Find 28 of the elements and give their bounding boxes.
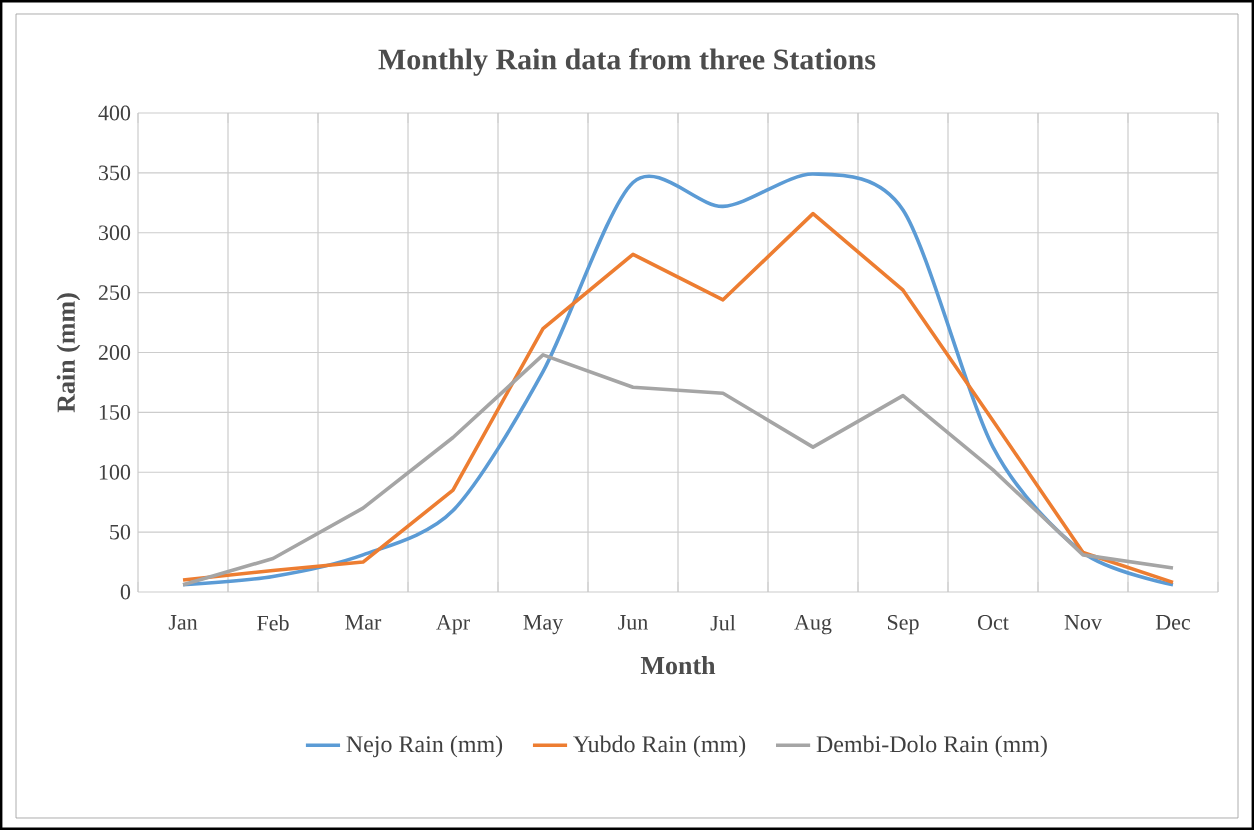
y-tick-label: 200: [98, 345, 131, 360]
x-tick-label: Sep: [887, 615, 919, 635]
y-tick-label: 400: [98, 105, 131, 121]
x-tick-label: Jan: [168, 615, 198, 630]
y-tick-label: 300: [99, 225, 131, 241]
y-tick-label: 0: [120, 584, 131, 600]
x-axis-title: Month: [640, 656, 716, 675]
y-tick-label: 50: [110, 524, 131, 540]
chart-title: Monthly Rain data from three Stations: [378, 48, 876, 76]
x-tick-label: May: [523, 615, 564, 635]
y-axis-title: Rain (mm): [56, 293, 81, 413]
x-tick-label: Jul: [710, 615, 736, 631]
x-tick-label: Nov: [1064, 615, 1102, 630]
x-tick-label: Dec: [1155, 615, 1191, 630]
x-tick-label: Apr: [436, 615, 470, 635]
x-tick-label: Jun: [618, 615, 648, 630]
legend-label: Yubdo Rain (mm): [573, 735, 746, 758]
x-tick-label: Mar: [345, 615, 382, 630]
legend-label: Nejo Rain (mm): [346, 735, 503, 758]
legend-label: Dembi-Dolo Rain (mm): [816, 735, 1047, 758]
y-tick-label: 350: [99, 165, 131, 181]
x-tick-label: Aug: [794, 615, 832, 635]
y-tick-label: 150: [99, 404, 131, 420]
line-series: [181, 353, 1175, 587]
y-tick-label: 100: [99, 464, 131, 480]
x-tick-label: Feb: [257, 615, 289, 631]
x-tick-label: Oct: [978, 615, 1009, 630]
y-tick-label: 250: [98, 285, 131, 301]
